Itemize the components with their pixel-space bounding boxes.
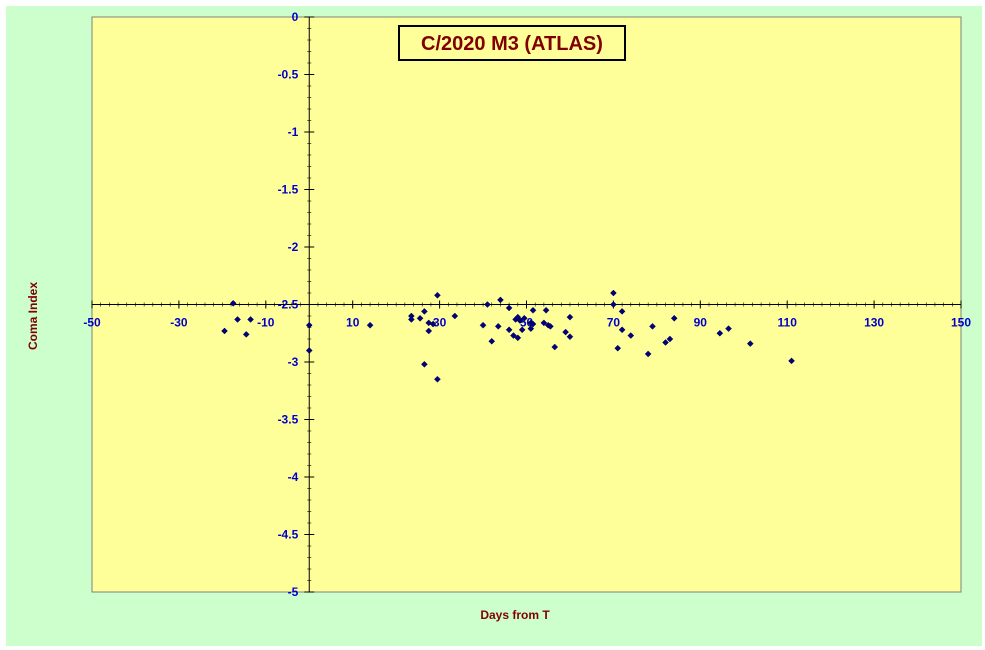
y-tick-label: -3 (288, 355, 299, 369)
chart-title-frame (398, 25, 626, 61)
data-point (416, 314, 424, 322)
data-point (510, 332, 517, 339)
y-axis-title: Coma Index (26, 282, 40, 350)
data-point (725, 325, 732, 333)
data-point (516, 317, 524, 324)
data-point (716, 329, 724, 337)
data-point (527, 325, 535, 333)
data-point (425, 327, 433, 335)
data-point (518, 326, 526, 334)
data-point (451, 312, 459, 320)
data-point (547, 322, 554, 330)
chart-frame: -50 -30 -10 10 30 50 70 90 110 130 150 0 -0.5 -1 -1.5… (6, 6, 982, 646)
x-tick-label: -50 (83, 316, 101, 330)
x-tick-label: 150 (951, 316, 971, 330)
data-point (514, 334, 522, 342)
data-point (566, 313, 574, 321)
data-point (434, 291, 441, 299)
data-point (540, 319, 548, 327)
data-point (429, 320, 437, 328)
data-point (434, 375, 441, 383)
data-point (505, 304, 513, 312)
data-point (644, 350, 652, 358)
x-tick-label: 90 (694, 316, 708, 330)
chart-title: C/2020 M3 (ATLAS) (421, 33, 603, 55)
y-tick-label: 0 (292, 10, 299, 24)
x-tick-label: 70 (607, 316, 621, 330)
data-point (305, 321, 313, 329)
data-point (618, 308, 626, 315)
data-point (666, 335, 674, 343)
data-points (221, 289, 795, 383)
data-point (488, 337, 496, 345)
data-point (484, 301, 491, 308)
data-point (542, 306, 550, 314)
y-tick-label: -2.5 (278, 298, 299, 312)
data-point (520, 314, 528, 322)
x-tick-label: 30 (433, 316, 447, 330)
data-point (497, 296, 504, 304)
data-point (649, 322, 656, 330)
x-tick-label: 110 (778, 316, 798, 330)
data-point (788, 357, 795, 365)
data-point (529, 306, 537, 314)
x-tick-label: -10 (257, 316, 275, 330)
data-point (551, 343, 559, 351)
data-point (529, 320, 537, 328)
data-point (610, 289, 617, 297)
data-point (421, 308, 428, 315)
y-tick-label: -2 (288, 240, 299, 254)
x-tick-label: 130 (864, 316, 884, 330)
y-tick-label: -0.5 (278, 68, 299, 82)
data-point (618, 326, 626, 334)
y-axis-ticks: 0 -0.5 -1 -1.5 -2 -2.5 -3 -3.5 -4 -4.5 -5 (278, 10, 315, 599)
data-point (614, 344, 622, 352)
data-point (505, 326, 513, 334)
y-tick-label: -1.5 (278, 183, 299, 197)
y-tick-label: -4 (288, 470, 299, 484)
x-tick-label: 10 (346, 316, 360, 330)
y-tick-label: -3.5 (278, 413, 299, 427)
data-point (610, 301, 617, 308)
x-axis-title: Days from T (480, 608, 550, 622)
data-point (221, 327, 228, 335)
data-point (627, 332, 635, 339)
data-point (494, 322, 502, 330)
data-point (408, 316, 415, 323)
y-tick-label: -4.5 (278, 528, 299, 542)
data-point (229, 299, 237, 307)
data-point (479, 321, 487, 329)
data-point (562, 328, 569, 336)
data-point (366, 321, 374, 329)
x-tick-label: -30 (170, 316, 188, 330)
data-point (234, 316, 241, 323)
data-point (566, 333, 574, 341)
data-point (305, 347, 313, 354)
data-point (247, 316, 254, 323)
chart-svg: -50 -30 -10 10 30 50 70 90 110 130 150 0-0.5-1-1.5… (6, 6, 982, 646)
chart-title-box: C/2020 M3 (ATLAS) (398, 25, 626, 61)
y-tick-label: -5 (288, 585, 299, 599)
data-point (662, 339, 669, 346)
data-point (746, 340, 754, 347)
data-point (421, 360, 428, 368)
data-point (242, 331, 250, 338)
data-point (670, 314, 678, 322)
y-tick-label: -1 (288, 125, 299, 139)
